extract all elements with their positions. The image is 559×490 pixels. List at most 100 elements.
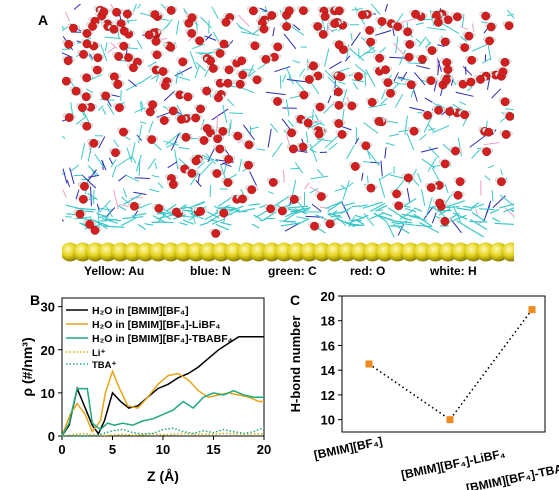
bond: [381, 211, 393, 217]
bond: [102, 107, 107, 115]
bond: [139, 12, 151, 17]
bond: [471, 149, 480, 159]
bond: [470, 203, 485, 210]
bond: [307, 121, 323, 130]
bond: [110, 42, 118, 49]
x-tick-label: 15: [206, 442, 220, 457]
bond: [163, 140, 179, 146]
series-lines: [61, 336, 265, 437]
water-molecule: [430, 11, 443, 21]
water-molecule: [390, 189, 403, 199]
bond: [139, 75, 152, 84]
bond: [404, 115, 408, 136]
bond: [212, 31, 219, 42]
water-molecule: [97, 7, 111, 17]
bond: [471, 202, 480, 209]
bond: [106, 103, 115, 116]
bond: [450, 78, 454, 86]
water-molecule: [236, 70, 250, 80]
bond: [491, 190, 494, 202]
bond: [66, 213, 76, 216]
bond: [446, 200, 466, 208]
molecular-snapshot: [62, 4, 514, 262]
bond: [421, 189, 426, 207]
bond: [113, 139, 119, 148]
bond: [415, 38, 422, 44]
bond: [66, 179, 71, 188]
bond: [148, 188, 160, 193]
water-molecule: [113, 103, 126, 113]
bond: [395, 36, 399, 54]
bond: [140, 100, 144, 108]
bond: [379, 172, 392, 181]
bond: [396, 220, 408, 225]
water-molecule: [146, 100, 159, 110]
water-molecule: [111, 79, 125, 89]
bond: [188, 201, 206, 209]
water-molecule: [482, 127, 495, 137]
water-molecule: [364, 37, 377, 47]
bond: [337, 67, 350, 73]
bond: [156, 111, 171, 118]
x-axis-label: Z (Å): [147, 468, 179, 484]
bond: [420, 147, 439, 153]
bond: [505, 108, 514, 111]
water-molecule: [169, 207, 183, 217]
bond: [283, 33, 297, 50]
bond: [379, 97, 388, 105]
water-molecule: [441, 65, 455, 75]
water-molecule: [222, 154, 235, 164]
water-molecule: [209, 229, 223, 238]
water-molecule: [91, 53, 105, 63]
bond: [272, 27, 275, 37]
bond: [147, 61, 157, 68]
bond: [190, 213, 204, 220]
water-molecule: [200, 86, 214, 96]
water-molecule: [287, 144, 300, 154]
bond: [165, 141, 178, 148]
y-tick-label: 0: [48, 429, 55, 444]
water-molecule: [77, 194, 90, 204]
y-axis-label: ρ (#/nm³): [19, 337, 35, 396]
water-molecule: [348, 162, 362, 171]
bond: [323, 103, 334, 114]
water-molecule: [268, 52, 281, 62]
bond: [294, 161, 304, 174]
bond: [507, 9, 514, 19]
bond: [175, 71, 179, 84]
bond: [500, 169, 503, 176]
bond: [455, 91, 474, 97]
bond: [292, 24, 301, 31]
bond: [282, 74, 287, 83]
water-molecule: [438, 216, 452, 226]
bond: [354, 214, 365, 219]
bond: [464, 225, 484, 238]
water-molecule: [185, 28, 198, 38]
bond: [151, 175, 160, 178]
bond: [491, 217, 501, 223]
bond: [362, 161, 371, 163]
water-molecule: [335, 130, 349, 139]
x-ticks: 0 5 10 15 20: [58, 436, 271, 457]
water-molecule: [301, 118, 315, 128]
bond: [375, 30, 392, 36]
water-molecule: [80, 121, 94, 131]
bond: [409, 106, 425, 112]
bond: [365, 68, 376, 87]
water-molecule: [185, 13, 199, 23]
water-molecule: [449, 146, 462, 156]
bond: [148, 121, 154, 133]
bond: [87, 169, 97, 181]
bond: [105, 206, 113, 218]
bond: [162, 23, 170, 31]
water-molecule: [213, 49, 227, 58]
data-point: [446, 416, 454, 424]
water-molecule: [112, 51, 125, 61]
y-ticks: 0 10 20 30: [41, 300, 62, 444]
bond: [134, 107, 146, 113]
series-line: [61, 336, 264, 437]
bond: [342, 202, 355, 207]
series-line: [61, 369, 264, 437]
water-molecule: [483, 36, 496, 46]
bond: [427, 124, 435, 132]
